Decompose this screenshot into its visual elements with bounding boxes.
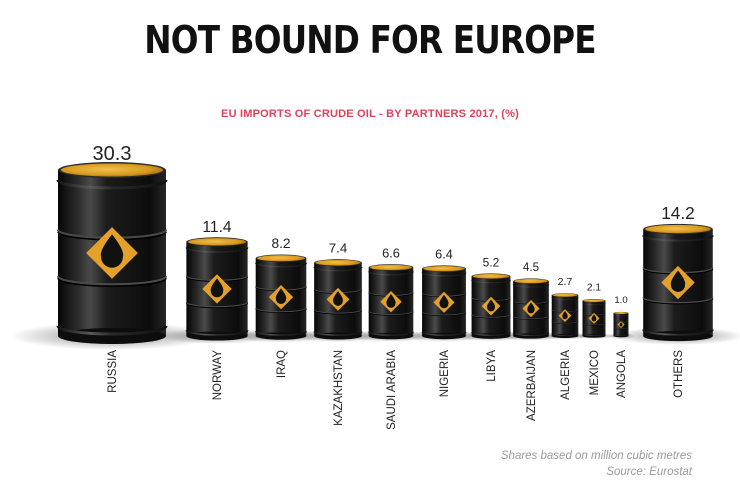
value-label: 2.7 (558, 276, 573, 288)
value-label: 11.4 (202, 219, 232, 236)
chart-subtitle: EU IMPORTS OF CRUDE OIL - BY PARTNERS 20… (221, 108, 519, 120)
value-label: 8.2 (271, 236, 290, 251)
category-label: RUSSIA (107, 350, 119, 393)
barrel-others (611, 223, 740, 346)
source-note: Source: Eurostat (606, 466, 692, 478)
category-label: AZERBAIJAN (526, 350, 538, 421)
category-label: KAZAKHSTAN (333, 350, 345, 426)
category-label: IRAQ (276, 350, 288, 378)
page-title: NOT BOUND FOR EUROPE (144, 18, 596, 62)
value-label: 14.2 (661, 203, 695, 223)
barrel-mexico (572, 299, 616, 339)
footnote: Shares based on million cubic metres (500, 450, 692, 462)
value-label: 5.2 (483, 255, 500, 269)
category-label: MEXICO (589, 350, 601, 395)
barrel-russia (9, 162, 215, 350)
barrel-kazakhstan (292, 259, 384, 343)
value-label: 2.1 (587, 283, 602, 294)
category-label: OTHERS (673, 350, 685, 398)
value-label: 30.3 (93, 143, 132, 165)
value-label: 4.5 (523, 261, 539, 274)
category-label: ALGERIA (560, 350, 572, 400)
value-label: 7.4 (329, 241, 347, 256)
value-label: 6.4 (435, 247, 453, 262)
category-label: LIBYA (486, 350, 498, 382)
value-label: 6.6 (382, 245, 400, 260)
barrel-saudi-arabia (348, 264, 434, 342)
barrel-norway (158, 237, 276, 344)
category-label: SAUDI ARABIA (386, 350, 398, 430)
category-label: NIGERIA (439, 350, 451, 398)
category-label: NORWAY (212, 350, 224, 401)
value-label: 1.0 (614, 295, 627, 306)
barrel-algeria (539, 293, 591, 340)
category-label: ANGOLA (616, 350, 628, 398)
